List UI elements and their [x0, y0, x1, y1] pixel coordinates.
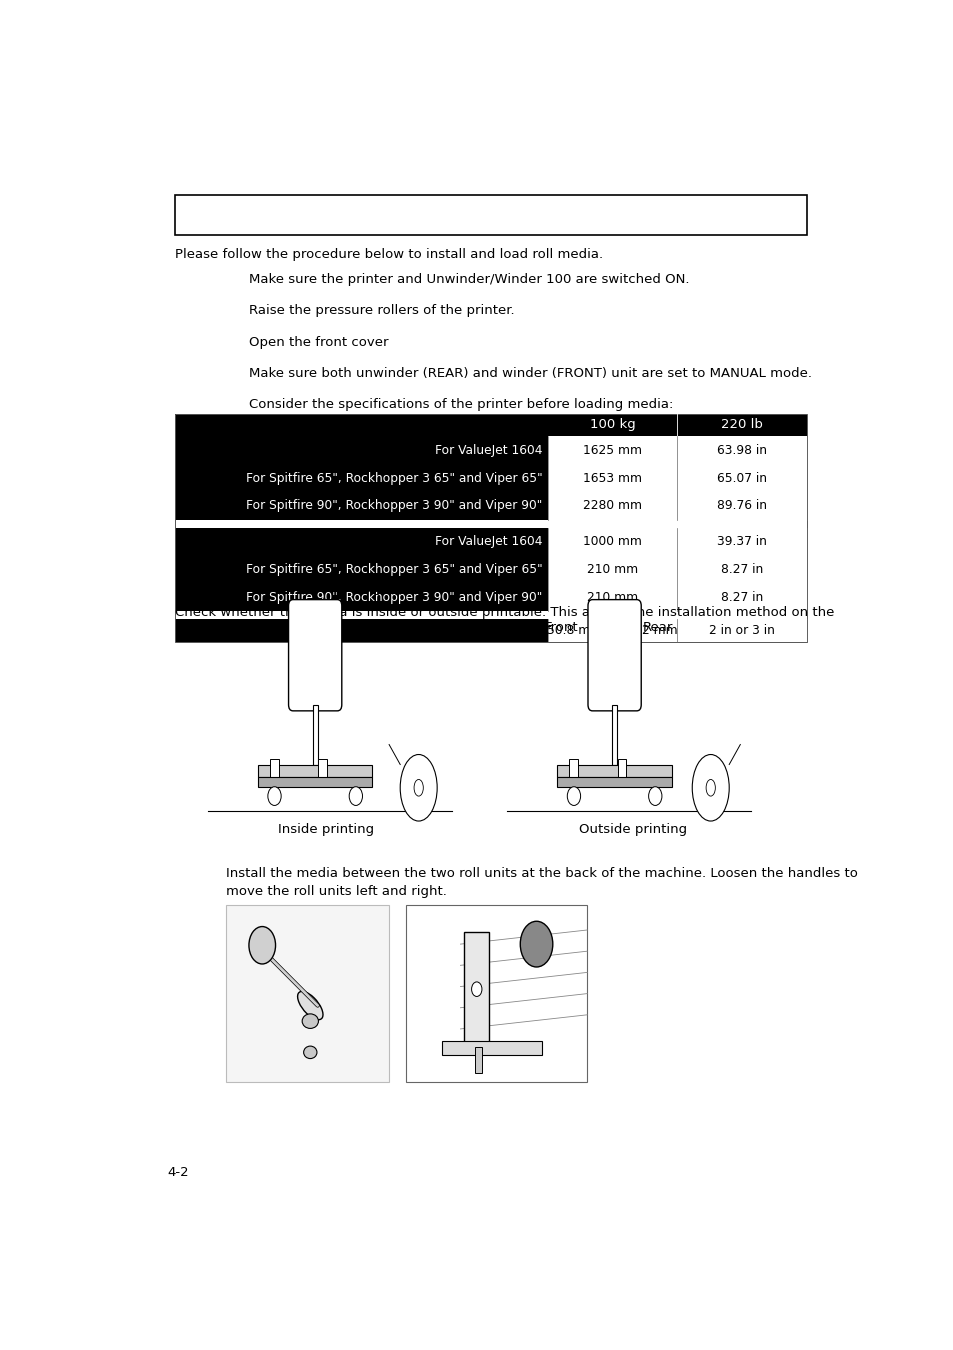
Ellipse shape — [692, 755, 728, 821]
Bar — [270, 759, 278, 778]
Text: 1625 mm: 1625 mm — [582, 444, 641, 456]
Text: 220 lb: 220 lb — [720, 418, 762, 432]
Bar — [547, 413, 806, 436]
Bar — [226, 906, 389, 1081]
Text: 8.27 in: 8.27 in — [720, 563, 762, 576]
Text: Please follow the procedure below to install and load roll media.: Please follow the procedure below to ins… — [174, 248, 602, 262]
FancyBboxPatch shape — [587, 599, 640, 711]
Bar — [174, 413, 547, 436]
Text: For ValueJet 1604: For ValueJet 1604 — [435, 444, 541, 456]
Ellipse shape — [303, 1046, 316, 1058]
Text: 210 mm: 210 mm — [587, 563, 638, 576]
Text: Check whether the media is inside or outside printable. This affects the install: Check whether the media is inside or out… — [174, 606, 833, 618]
Text: Make sure the printer and Unwinder/Winder 100 are switched ON.: Make sure the printer and Unwinder/Winde… — [249, 273, 688, 286]
Text: 210 mm: 210 mm — [587, 591, 638, 603]
Bar — [174, 196, 806, 235]
Text: 8.27 in: 8.27 in — [720, 591, 762, 603]
Bar — [317, 759, 327, 778]
Circle shape — [349, 787, 362, 806]
Text: 39.37 in: 39.37 in — [717, 535, 766, 548]
Ellipse shape — [414, 779, 423, 796]
Bar — [612, 705, 617, 765]
Text: Consider the specifications of the printer before loading media:: Consider the specifications of the print… — [249, 398, 672, 410]
Bar — [174, 528, 547, 612]
Bar — [257, 765, 372, 778]
Bar — [257, 778, 372, 787]
Text: Open the front cover: Open the front cover — [249, 336, 388, 348]
Text: 100 kg: 100 kg — [589, 418, 635, 432]
Circle shape — [519, 921, 552, 967]
Text: Inside printing: Inside printing — [278, 824, 374, 836]
Text: 1000 mm: 1000 mm — [582, 535, 641, 548]
Text: 1653 mm: 1653 mm — [582, 471, 641, 485]
Text: 2280 mm: 2280 mm — [582, 500, 641, 512]
Ellipse shape — [705, 779, 715, 796]
Text: For Spitfire 90", Rockhopper 3 90" and Viper 90": For Spitfire 90", Rockhopper 3 90" and V… — [246, 500, 541, 512]
Bar — [442, 1041, 541, 1056]
Bar — [406, 906, 587, 1081]
Bar — [557, 778, 671, 787]
Bar — [475, 1046, 481, 1073]
Ellipse shape — [297, 991, 323, 1019]
Text: 89.76 in: 89.76 in — [717, 500, 766, 512]
Circle shape — [249, 926, 275, 964]
Circle shape — [567, 787, 580, 806]
Text: Front: Front — [544, 621, 578, 634]
Text: Remove the packaging of the media roll.: Remove the packaging of the media roll. — [249, 582, 519, 595]
Bar — [617, 759, 626, 778]
Ellipse shape — [302, 1014, 318, 1029]
Circle shape — [268, 787, 281, 806]
Text: 4-2: 4-2 — [167, 1165, 189, 1179]
Text: For ValueJet 1604: For ValueJet 1604 — [435, 535, 541, 548]
Text: For Spitfire 65", Rockhopper 3 65" and Viper 65": For Spitfire 65", Rockhopper 3 65" and V… — [245, 563, 541, 576]
Bar — [557, 765, 671, 778]
Text: Rear: Rear — [642, 621, 673, 634]
Text: For Spitfire 90", Rockhopper 3 90" and Viper 90": For Spitfire 90", Rockhopper 3 90" and V… — [246, 591, 541, 603]
Bar — [463, 931, 489, 1046]
Text: 65.07 in: 65.07 in — [717, 471, 766, 485]
Text: For Spitfire 65", Rockhopper 3 65" and Viper 65": For Spitfire 65", Rockhopper 3 65" and V… — [245, 471, 541, 485]
Text: Raise the pressure rollers of the printer.: Raise the pressure rollers of the printe… — [249, 304, 514, 317]
Text: move the roll units left and right.: move the roll units left and right. — [226, 886, 447, 899]
FancyBboxPatch shape — [288, 599, 341, 711]
Text: Make sure both unwinder (REAR) and winder (FRONT) unit are set to MANUAL mode.: Make sure both unwinder (REAR) and winde… — [249, 367, 811, 379]
Text: 2 in or 3 in: 2 in or 3 in — [708, 624, 774, 637]
Text: 50.8 mm or 76.2 mm: 50.8 mm or 76.2 mm — [547, 624, 678, 637]
Text: unwinder at the rear of the machine.: unwinder at the rear of the machine. — [174, 625, 421, 637]
Circle shape — [648, 787, 661, 806]
Text: Outside printing: Outside printing — [578, 824, 686, 836]
Text: 63.98 in: 63.98 in — [717, 444, 766, 456]
Bar — [313, 705, 317, 765]
Text: Rear: Rear — [343, 621, 374, 634]
Bar — [174, 436, 547, 520]
Text: Install the media between the two roll units at the back of the machine. Loosen : Install the media between the two roll u… — [226, 867, 858, 880]
Circle shape — [471, 981, 481, 996]
Bar — [174, 620, 547, 643]
Bar — [174, 413, 806, 643]
Ellipse shape — [400, 755, 436, 821]
Bar — [569, 759, 578, 778]
Text: Front: Front — [245, 621, 278, 634]
